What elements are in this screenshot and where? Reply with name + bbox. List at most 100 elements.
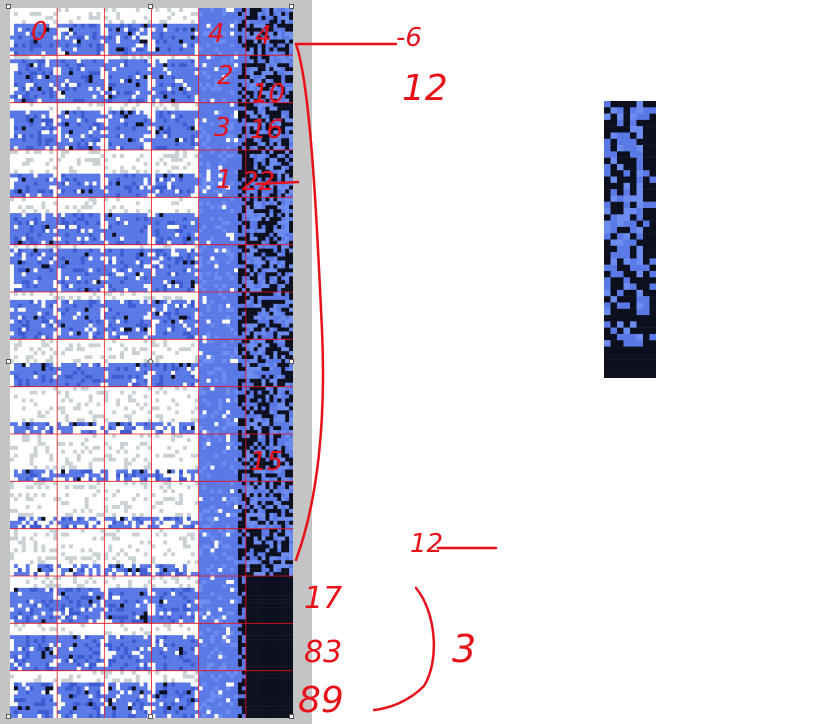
selection-handle-icon[interactable] bbox=[6, 4, 11, 9]
sprite-tile[interactable] bbox=[245, 528, 293, 577]
sprite-tile[interactable] bbox=[10, 8, 58, 56]
sprite-tile[interactable] bbox=[198, 576, 247, 624]
selection-handle-icon[interactable] bbox=[148, 714, 153, 719]
sprite-tile[interactable] bbox=[198, 197, 247, 245]
sprite-tile[interactable] bbox=[245, 244, 293, 293]
sprite-tile[interactable] bbox=[104, 623, 152, 671]
sprite-tile[interactable] bbox=[151, 623, 199, 671]
sprite-tile[interactable] bbox=[104, 102, 152, 151]
sprite-tile[interactable] bbox=[245, 197, 293, 245]
sprite-tile[interactable] bbox=[198, 670, 247, 718]
sprite-tile[interactable] bbox=[151, 528, 199, 577]
sprite-tile[interactable] bbox=[10, 528, 58, 577]
sprite-tile[interactable] bbox=[57, 244, 105, 293]
sprite-tile[interactable] bbox=[245, 8, 293, 56]
sprite-tile[interactable] bbox=[104, 386, 152, 435]
sprite-tile[interactable] bbox=[57, 150, 105, 198]
sprite-tile[interactable] bbox=[104, 670, 152, 718]
sprite-tile[interactable] bbox=[151, 8, 199, 56]
sprite-tile[interactable] bbox=[151, 292, 199, 340]
sprite-tile[interactable] bbox=[198, 623, 247, 671]
sprite-tile[interactable] bbox=[10, 55, 58, 103]
sprite-tile[interactable] bbox=[10, 197, 58, 245]
sprite-tile[interactable] bbox=[198, 434, 247, 482]
sprite-tile[interactable] bbox=[57, 528, 105, 577]
sprite-tile[interactable] bbox=[10, 150, 58, 198]
sprite-tile[interactable] bbox=[104, 197, 152, 245]
sprite-tile[interactable] bbox=[245, 150, 293, 198]
selection-handle-icon[interactable] bbox=[6, 359, 11, 364]
sprite-tile[interactable] bbox=[10, 481, 58, 529]
sprite-tile[interactable] bbox=[57, 339, 105, 387]
sprite-tile[interactable] bbox=[151, 339, 199, 387]
sprite-tile[interactable] bbox=[245, 386, 293, 435]
sprite-tile[interactable] bbox=[245, 434, 293, 482]
sprite-tile[interactable] bbox=[104, 55, 152, 103]
sprite-tile[interactable] bbox=[245, 576, 293, 624]
sprite-tile[interactable] bbox=[10, 576, 58, 624]
sprite-tile[interactable] bbox=[245, 623, 293, 671]
sprite-tile[interactable] bbox=[245, 339, 293, 387]
sprite-tile[interactable] bbox=[57, 434, 105, 482]
sprite-tile[interactable] bbox=[57, 386, 105, 435]
sprite-tile[interactable] bbox=[57, 292, 105, 340]
sprite-tile[interactable] bbox=[10, 339, 58, 387]
sprite-tile[interactable] bbox=[151, 576, 199, 624]
sprite-tile[interactable] bbox=[10, 244, 58, 293]
selection-handle-icon[interactable] bbox=[289, 359, 294, 364]
preview-tile bbox=[604, 101, 656, 378]
sprite-tile[interactable] bbox=[104, 576, 152, 624]
sprite-tile[interactable] bbox=[198, 102, 247, 151]
sprite-tile[interactable] bbox=[151, 434, 199, 482]
sprite-tile[interactable] bbox=[151, 150, 199, 198]
sprite-tile[interactable] bbox=[57, 670, 105, 718]
selection-handle-icon[interactable] bbox=[6, 714, 11, 719]
sprite-tile[interactable] bbox=[10, 670, 58, 718]
sprite-tile[interactable] bbox=[198, 528, 247, 577]
selection-handle-icon[interactable] bbox=[148, 4, 153, 9]
sprite-tile[interactable] bbox=[151, 481, 199, 529]
sprite-tile[interactable] bbox=[10, 623, 58, 671]
sprite-tile[interactable] bbox=[245, 55, 293, 103]
sprite-tile[interactable] bbox=[151, 670, 199, 718]
sprite-tile[interactable] bbox=[104, 528, 152, 577]
sprite-tile[interactable] bbox=[151, 55, 199, 103]
sprite-tile[interactable] bbox=[198, 8, 247, 56]
sprite-tile[interactable] bbox=[104, 8, 152, 56]
selection-handle-icon[interactable] bbox=[289, 714, 294, 719]
sprite-tile[interactable] bbox=[198, 150, 247, 198]
sprite-tile[interactable] bbox=[198, 339, 247, 387]
sprite-tile[interactable] bbox=[245, 670, 293, 718]
sprite-tile[interactable] bbox=[104, 292, 152, 340]
sprite-tile[interactable] bbox=[57, 623, 105, 671]
sprite-tile[interactable] bbox=[151, 102, 199, 151]
sprite-tile[interactable] bbox=[10, 292, 58, 340]
selection-handle-icon[interactable] bbox=[289, 4, 294, 9]
sprite-tile[interactable] bbox=[198, 386, 247, 435]
sprite-tile[interactable] bbox=[104, 150, 152, 198]
sprite-tile[interactable] bbox=[151, 197, 199, 245]
sprite-tile[interactable] bbox=[57, 102, 105, 151]
sprite-tile[interactable] bbox=[151, 386, 199, 435]
sprite-tile[interactable] bbox=[57, 576, 105, 624]
sprite-tile[interactable] bbox=[57, 8, 105, 56]
sprite-tile[interactable] bbox=[151, 244, 199, 293]
sprite-tile[interactable] bbox=[104, 244, 152, 293]
sprite-tile[interactable] bbox=[10, 386, 58, 435]
sprite-tile[interactable] bbox=[245, 481, 293, 529]
sprite-tile[interactable] bbox=[198, 481, 247, 529]
sprite-tile[interactable] bbox=[10, 434, 58, 482]
sprite-tile[interactable] bbox=[104, 339, 152, 387]
sprite-tile[interactable] bbox=[104, 434, 152, 482]
sprite-tile[interactable] bbox=[198, 292, 247, 340]
sprite-tile[interactable] bbox=[198, 244, 247, 293]
sprite-tile[interactable] bbox=[198, 55, 247, 103]
note-12-mid: 12 bbox=[410, 529, 443, 559]
sprite-tile[interactable] bbox=[104, 481, 152, 529]
sprite-tile[interactable] bbox=[57, 55, 105, 103]
sprite-tile[interactable] bbox=[10, 102, 58, 151]
sprite-tile[interactable] bbox=[245, 292, 293, 340]
sprite-tile[interactable] bbox=[57, 197, 105, 245]
sprite-tile[interactable] bbox=[245, 102, 293, 151]
sprite-tile[interactable] bbox=[57, 481, 105, 529]
